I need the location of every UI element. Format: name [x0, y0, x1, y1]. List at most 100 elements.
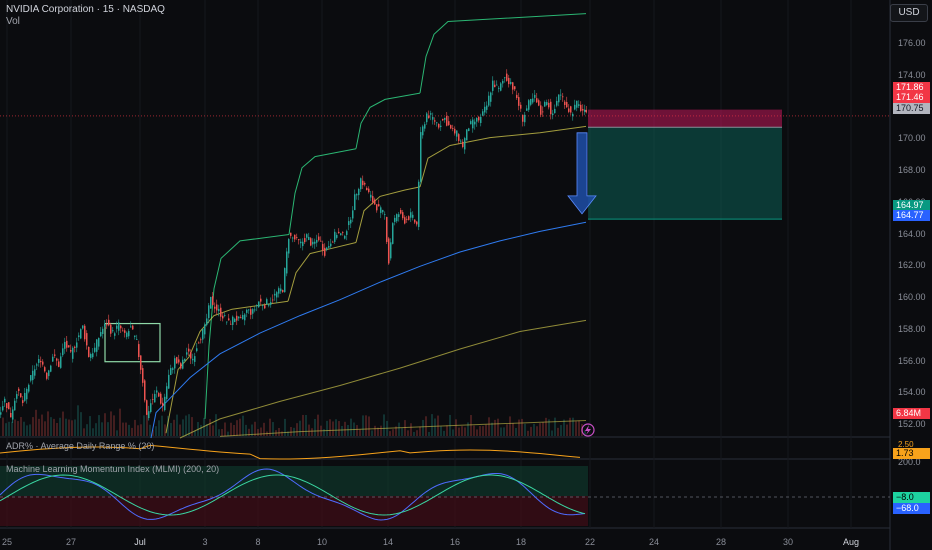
candle — [204, 324, 206, 335]
candle — [56, 358, 58, 361]
adr-line — [0, 444, 581, 460]
candle — [438, 123, 440, 128]
candle — [104, 323, 106, 327]
mlmi-lower-zone — [0, 496, 588, 526]
candle — [516, 94, 518, 99]
candle — [368, 188, 370, 193]
volume-bar — [395, 426, 397, 436]
candle — [330, 243, 332, 247]
volume-bar — [191, 417, 193, 436]
volume-bar — [359, 429, 361, 436]
volume-bar — [455, 419, 457, 436]
candle — [362, 180, 364, 186]
candle — [428, 115, 430, 119]
candle — [546, 102, 548, 105]
candle — [234, 318, 236, 323]
candle — [576, 100, 578, 108]
candle — [164, 396, 166, 411]
candle — [10, 412, 12, 418]
volume-bar — [368, 416, 370, 436]
candle — [140, 355, 142, 370]
candle — [122, 330, 124, 332]
volume-bar — [272, 422, 274, 436]
volume-bar — [308, 424, 310, 436]
candle — [510, 81, 512, 84]
volume-bar — [56, 422, 58, 436]
candle — [298, 239, 300, 241]
candle — [138, 344, 140, 358]
candle — [52, 356, 54, 362]
candle — [340, 233, 342, 236]
candle — [168, 374, 170, 389]
candle — [452, 128, 454, 129]
candle — [326, 247, 328, 250]
volume-bar — [29, 424, 31, 436]
volume-bar — [362, 415, 364, 436]
volume-bar — [356, 425, 358, 436]
volume-bar — [242, 415, 244, 436]
candle — [560, 94, 562, 96]
volume-bar — [440, 426, 442, 436]
volume-bar — [146, 412, 148, 436]
candle — [18, 388, 20, 391]
volume-bar — [548, 419, 550, 436]
volume-bar — [92, 428, 94, 436]
volume-bar — [71, 420, 73, 436]
volume-bar — [167, 415, 169, 436]
x-tick-label: 3 — [202, 537, 208, 547]
candle — [536, 98, 538, 103]
volume-bar — [236, 420, 238, 436]
volume-bar — [296, 423, 298, 436]
candle — [278, 288, 280, 294]
volume-bar — [194, 430, 196, 436]
volume-bar — [68, 419, 70, 436]
candle — [366, 187, 368, 191]
candle — [504, 77, 506, 79]
candle — [552, 113, 554, 116]
volume-bar — [50, 417, 52, 436]
volume-bar — [413, 431, 415, 436]
candle — [290, 232, 292, 236]
candle — [502, 80, 504, 84]
candle — [230, 323, 232, 325]
candle — [538, 100, 540, 106]
volume-bar — [26, 425, 28, 436]
candle — [316, 239, 318, 243]
candle — [472, 119, 474, 129]
candle — [532, 98, 534, 103]
candle — [500, 83, 502, 91]
mid-vwap-band — [188, 300, 289, 358]
candle — [258, 301, 260, 308]
lightning-glyph — [585, 425, 591, 435]
candle — [238, 316, 240, 319]
candle — [276, 292, 278, 298]
volume-bar — [110, 411, 112, 436]
candle — [196, 348, 198, 352]
adr-indicator-label[interactable]: ADR% · Average Daily Range % (20) — [6, 441, 155, 451]
volume-bar — [329, 419, 331, 436]
candle — [250, 309, 252, 315]
candle — [464, 138, 466, 150]
volume-tag: 6.84M — [893, 408, 930, 419]
candle — [14, 400, 16, 411]
mlmi-indicator-label[interactable]: Machine Learning Momentum Index (MLMI) (… — [6, 464, 220, 474]
candle — [280, 288, 282, 292]
volume-bar — [188, 414, 190, 436]
candle — [200, 339, 202, 341]
candle — [134, 335, 136, 337]
candle — [296, 237, 298, 238]
candle — [380, 207, 382, 213]
lowest-vwap-band — [219, 420, 587, 437]
y-tick-label: 162.00 — [898, 260, 926, 271]
volume-bar — [479, 426, 481, 436]
currency-button[interactable]: USD — [890, 4, 928, 22]
volume-bar — [248, 428, 250, 436]
candle — [292, 237, 294, 239]
volume-bar — [254, 421, 256, 436]
volume-bar — [74, 419, 76, 436]
candle — [182, 359, 184, 369]
candle — [0, 412, 2, 415]
volume-bar — [542, 422, 544, 436]
candle — [202, 328, 204, 340]
